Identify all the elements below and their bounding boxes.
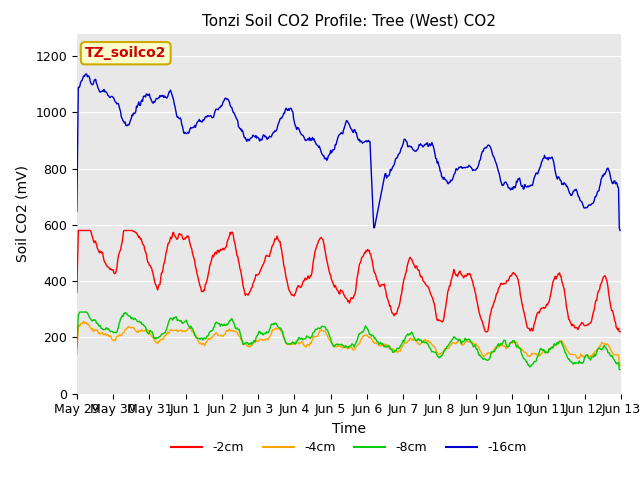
Y-axis label: Soil CO2 (mV): Soil CO2 (mV) — [15, 165, 29, 262]
Legend: -2cm, -4cm, -8cm, -16cm: -2cm, -4cm, -8cm, -16cm — [166, 436, 531, 459]
Title: Tonzi Soil CO2 Profile: Tree (West) CO2: Tonzi Soil CO2 Profile: Tree (West) CO2 — [202, 13, 496, 28]
Text: TZ_soilco2: TZ_soilco2 — [85, 46, 166, 60]
X-axis label: Time: Time — [332, 422, 366, 436]
